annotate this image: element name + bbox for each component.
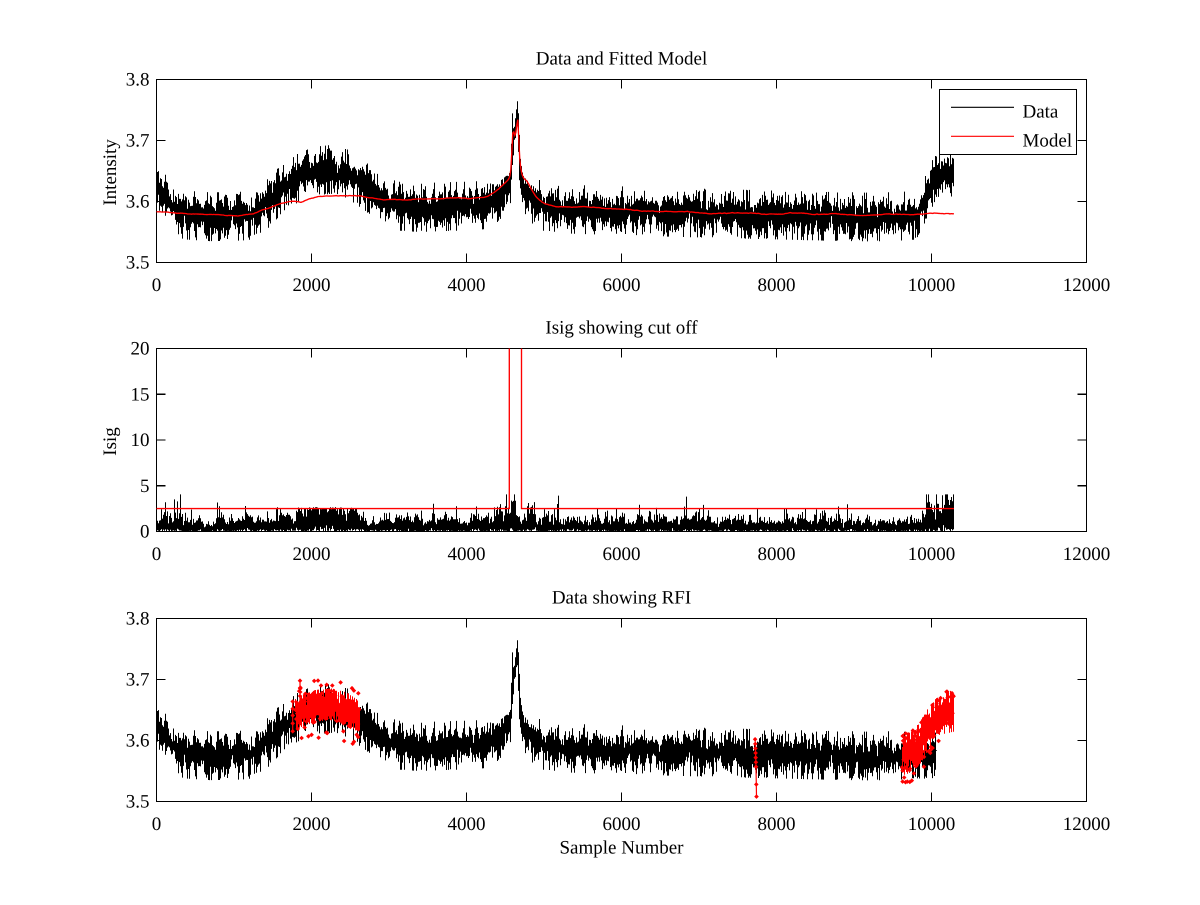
- svg-text:0: 0: [152, 544, 162, 565]
- svg-text:12000: 12000: [1063, 814, 1111, 835]
- svg-text:Data showing RFI: Data showing RFI: [552, 588, 691, 609]
- svg-text:4000: 4000: [448, 275, 486, 296]
- svg-text:8000: 8000: [758, 275, 796, 296]
- svg-text:0: 0: [152, 275, 162, 296]
- svg-text:6000: 6000: [603, 544, 641, 565]
- svg-text:0: 0: [152, 814, 162, 835]
- svg-text:10: 10: [131, 430, 150, 451]
- svg-text:3.5: 3.5: [126, 253, 150, 274]
- svg-text:20: 20: [131, 339, 150, 360]
- svg-text:2000: 2000: [293, 544, 331, 565]
- svg-text:12000: 12000: [1063, 275, 1111, 296]
- svg-text:12000: 12000: [1063, 544, 1111, 565]
- svg-text:4000: 4000: [448, 814, 486, 835]
- svg-text:Data: Data: [1023, 102, 1059, 123]
- svg-text:Isig showing cut off: Isig showing cut off: [545, 318, 698, 339]
- svg-text:2000: 2000: [293, 275, 331, 296]
- svg-text:0: 0: [140, 522, 150, 543]
- svg-text:Model: Model: [1023, 130, 1073, 151]
- svg-text:3.6: 3.6: [126, 731, 150, 752]
- svg-text:4000: 4000: [448, 544, 486, 565]
- svg-text:2000: 2000: [293, 814, 331, 835]
- svg-text:Sample Number: Sample Number: [559, 838, 684, 859]
- svg-text:Data and Fitted Model: Data and Fitted Model: [536, 49, 708, 70]
- svg-text:6000: 6000: [603, 814, 641, 835]
- svg-text:3.7: 3.7: [126, 131, 150, 152]
- svg-text:8000: 8000: [758, 814, 796, 835]
- svg-text:10000: 10000: [908, 544, 956, 565]
- svg-text:3.6: 3.6: [126, 192, 150, 213]
- svg-text:3.8: 3.8: [126, 609, 150, 630]
- svg-text:3.8: 3.8: [126, 70, 150, 91]
- svg-text:5: 5: [140, 476, 150, 497]
- svg-text:3.5: 3.5: [126, 792, 150, 813]
- svg-text:10000: 10000: [908, 814, 956, 835]
- svg-text:15: 15: [131, 384, 150, 405]
- svg-text:8000: 8000: [758, 544, 796, 565]
- svg-text:10000: 10000: [908, 275, 956, 296]
- svg-text:Intensity: Intensity: [100, 139, 121, 206]
- svg-text:6000: 6000: [603, 275, 641, 296]
- svg-text:Isig: Isig: [100, 427, 121, 456]
- svg-text:3.7: 3.7: [126, 670, 150, 691]
